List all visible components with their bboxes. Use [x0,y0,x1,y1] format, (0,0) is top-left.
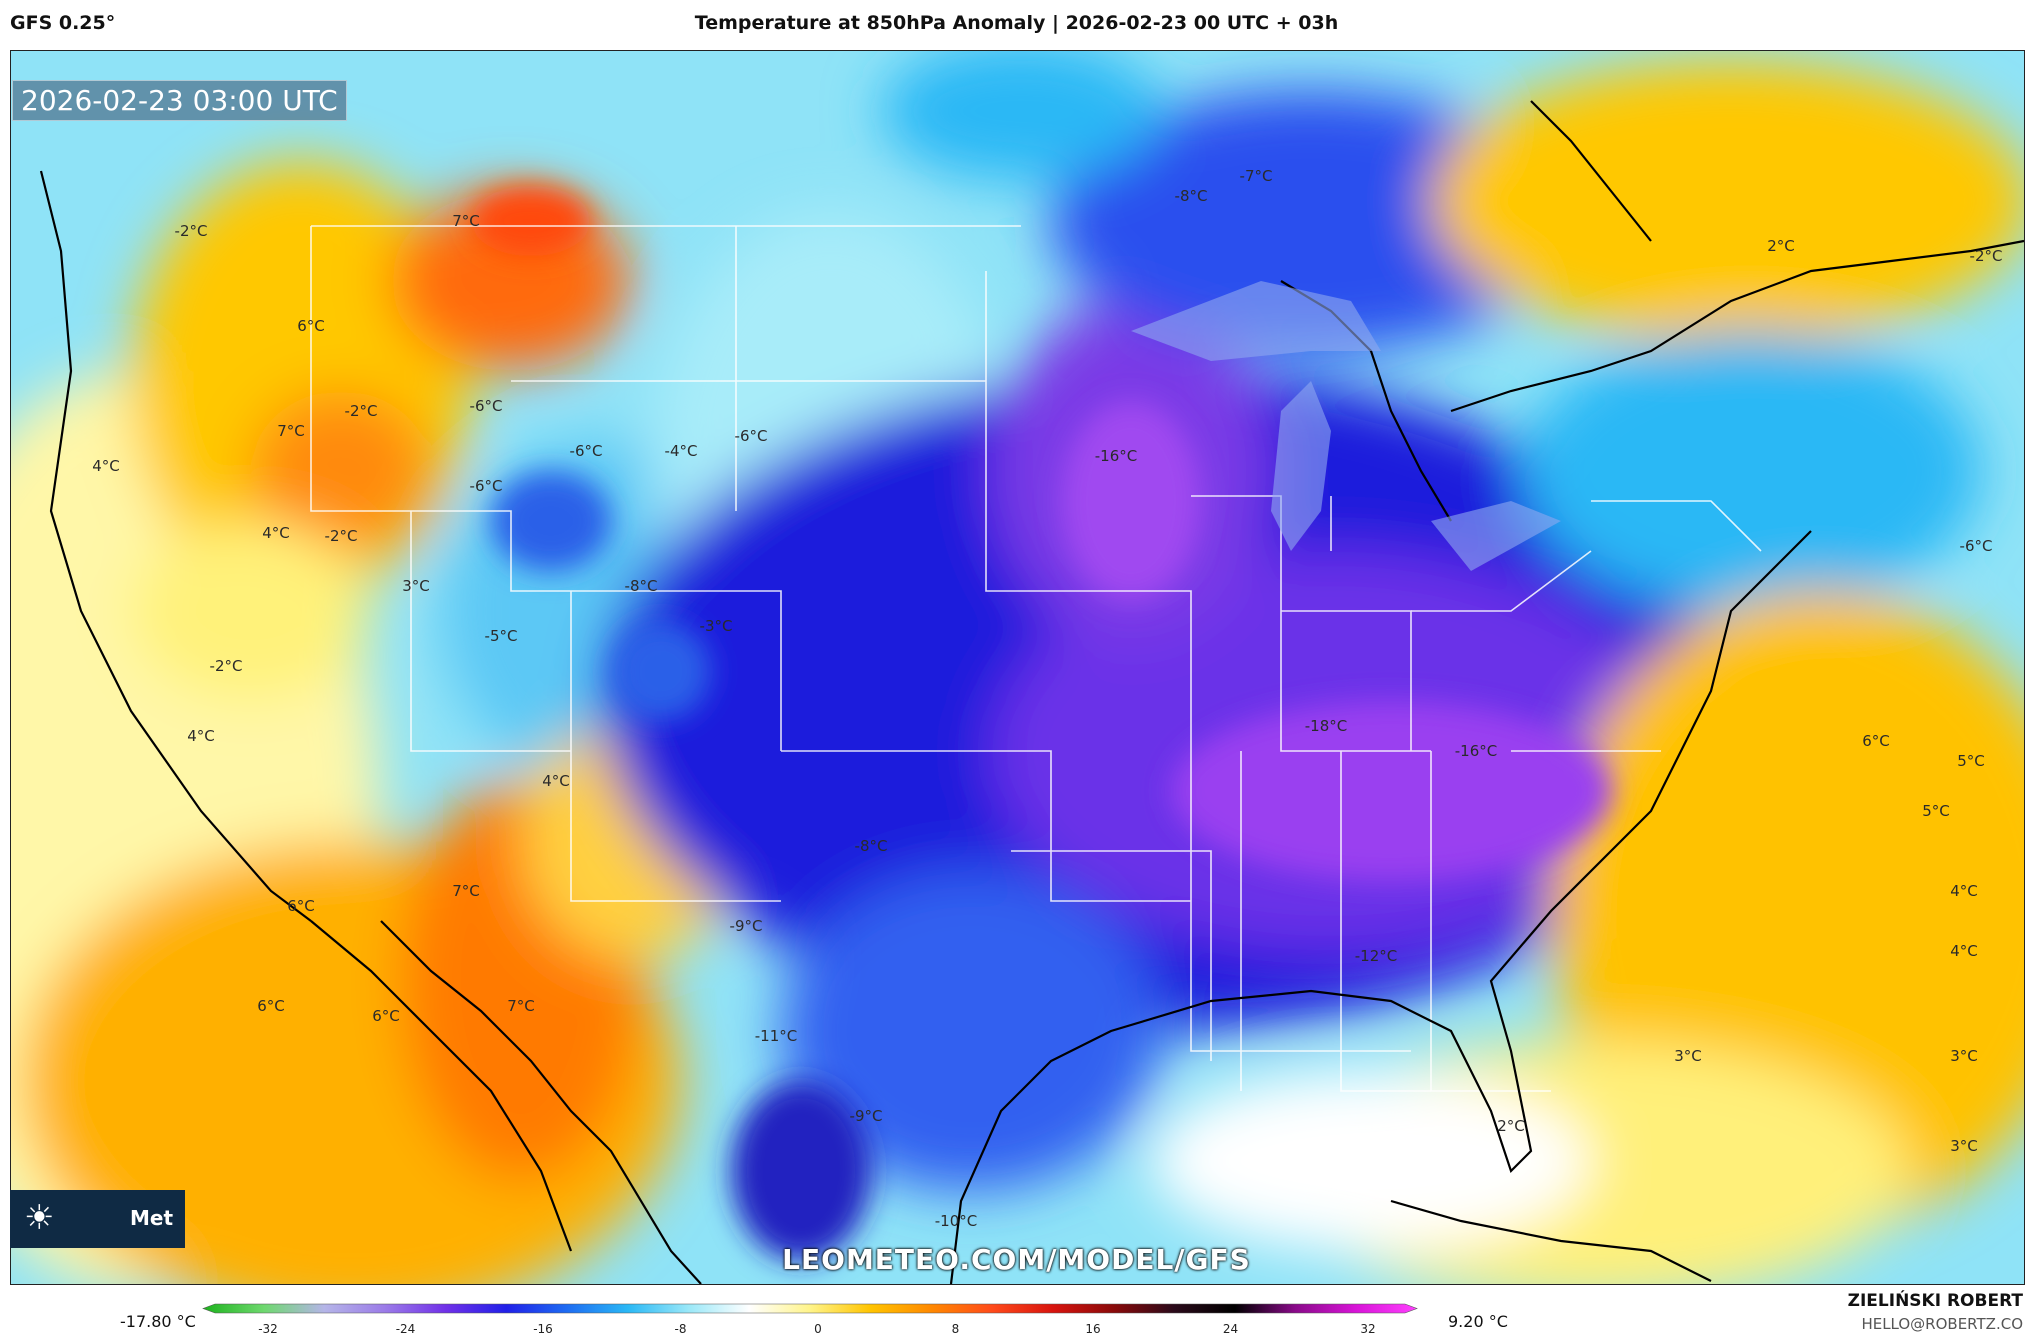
temperature-label: -18°C [1305,717,1347,735]
colorbar-tick-label: -32 [258,1322,278,1336]
temperature-label: 2°C [1497,1117,1525,1135]
colorbar-tick-label: 16 [1085,1322,1100,1336]
temperature-label: -6°C [735,427,768,445]
temperature-label: -8°C [1175,187,1208,205]
colorbar-ramp [202,1303,1418,1314]
valid-time-badge: 2026-02-23 03:00 UTC [12,80,347,121]
anomaly-map[interactable]: -2°C 7°C 6°C 7°C 4°C -2°C -6°C -6°C -4°C -6°C -6°C… [10,50,2025,1285]
temperature-label: -10°C [935,1212,977,1230]
temperature-label: -16°C [1095,447,1137,465]
temperature-label: -4°C [665,442,698,460]
temperature-label: 6°C [1862,732,1890,750]
colorbar-tick-label: 32 [1360,1322,1375,1336]
temperature-label: 7°C [452,882,480,900]
temperature-label: -2°C [1970,247,2003,265]
temperature-label: -2°C [175,222,208,240]
temperature-labels: -2°C 7°C 6°C 7°C 4°C -2°C -6°C -6°C -4°C -6°C -6°C… [92,167,2003,1230]
map-title: Temperature at 850hPa Anomaly | 2026-02-… [694,12,1339,34]
state-borders [310,225,1762,1092]
source-watermark: LEOMETEO.COM/MODEL/GFS [782,1243,1251,1276]
colorbar-tick-label: -8 [675,1322,687,1336]
temperature-label: 3°C [1950,1137,1978,1155]
temperature-label: 5°C [1922,802,1950,820]
colorbar-tick-label: 24 [1223,1322,1238,1336]
colorbar: -32 -24 -16 -8 0 8 16 24 32 [0,1300,2033,1342]
temperature-label: -3°C [700,617,733,635]
temperature-label: 4°C [1950,942,1978,960]
temperature-label: 6°C [372,1007,400,1025]
colorbar-tick-label: 0 [814,1322,822,1336]
temperature-label: -8°C [625,577,658,595]
temperature-label: -6°C [570,442,603,460]
legend-max-value: 9.20 °C [1448,1312,1508,1331]
temperature-label: -2°C [325,527,358,545]
great-lakes [1131,281,1561,571]
temperature-label: 4°C [187,727,215,745]
temperature-label: 7°C [507,997,535,1015]
temperature-label: -8°C [855,837,888,855]
colorbar-tick-label: -16 [533,1322,553,1336]
temperature-label: 5°C [1957,752,1985,770]
temperature-label: 2°C [1767,237,1795,255]
temperature-label: -16°C [1455,742,1497,760]
temperature-label: 4°C [262,524,290,542]
temperature-label: 4°C [542,772,570,790]
temperature-label: -6°C [470,397,503,415]
colorbar-tick-label: -24 [396,1322,416,1336]
temperature-label: -9°C [730,917,763,935]
temperature-label: -2°C [210,657,243,675]
coastlines [39,100,2024,1284]
temperature-label: -9°C [850,1107,883,1125]
temperature-label: 3°C [1674,1047,1702,1065]
logo-text: Met [130,1206,174,1230]
temperature-label: 6°C [287,897,315,915]
temperature-label: -6°C [470,477,503,495]
temperature-label: 7°C [277,422,305,440]
temperature-label: -5°C [485,627,518,645]
temperature-label: 3°C [402,577,430,595]
legend-min-value: -17.80 °C [120,1312,196,1331]
temperature-label: 4°C [92,457,120,475]
temperature-label: 4°C [1950,882,1978,900]
temperature-label: -7°C [1240,167,1273,185]
temperature-label: -6°C [1960,537,1993,555]
temperature-label: -12°C [1355,947,1397,965]
colorbar-graphic: -32 -24 -16 -8 0 8 16 24 32 [202,1303,1418,1336]
brand-logo[interactable]: ☀ Met [10,1190,185,1248]
temperature-label: -11°C [755,1027,797,1045]
sun-icon: ☀ [24,1198,55,1238]
author-email: HELLO@ROBERTZ.CO [1861,1315,2023,1333]
model-label: GFS 0.25° [10,12,116,34]
map-canvas [11,51,2024,1284]
temperature-label: -2°C [345,402,378,420]
author-name: ZIELIŃSKI ROBERT [1847,1291,2023,1311]
temperature-label: 7°C [452,212,480,230]
temperature-label: 3°C [1950,1047,1978,1065]
colorbar-tick-label: 8 [952,1322,960,1336]
temperature-label: 6°C [297,317,325,335]
temperature-label: 6°C [257,997,285,1015]
